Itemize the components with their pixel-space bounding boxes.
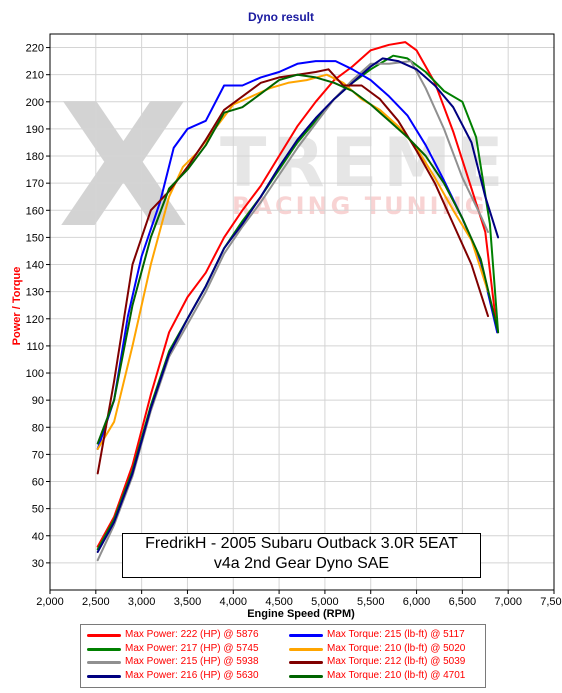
- y-tick-label: 160: [26, 205, 44, 217]
- y-tick-label: 170: [26, 178, 44, 190]
- legend: Max Power: 222 (HP) @ 5876 Max Power: 21…: [80, 624, 486, 688]
- y-axis-ticks: 30 40 50 60 70 80 90 100 110 120 130 140 150 160 170 18…: [26, 43, 50, 570]
- y-tick-label: 90: [32, 395, 44, 407]
- legend-swatch: [87, 661, 121, 665]
- chart-title: Dyno result: [247, 10, 314, 24]
- x-tick-label: 6,000: [403, 596, 431, 608]
- y-tick-label: 140: [26, 260, 44, 272]
- y-axis-label: Power / Torque: [11, 266, 23, 346]
- legend-label: Max Torque: 215 (lb-ft) @ 5117: [327, 629, 465, 640]
- x-tick-label: 4,000: [220, 596, 248, 608]
- x-tick-label: 3,500: [174, 596, 202, 608]
- series-line-4: [96, 57, 500, 553]
- annotation-line-1: FredrikH - 2005 Subaru Outback 3.0R 5EAT: [145, 535, 458, 552]
- legend-label: Max Power: 217 (HP) @ 5745: [125, 642, 259, 654]
- watermark-x-letter: X: [58, 68, 189, 266]
- x-axis-label: Engine Speed (RPM): [247, 608, 355, 620]
- y-tick-label: 80: [32, 422, 44, 434]
- y-tick-label: 50: [32, 504, 44, 516]
- legend-item: Max Torque: 210 (lb-ft) @ 4701: [283, 669, 483, 683]
- legend-label: Max Power: 216 (HP) @ 5630: [125, 669, 259, 681]
- legend-swatch: [289, 674, 323, 678]
- x-tick-label: 7,500: [540, 596, 562, 608]
- legend-label: Max Power: 222 (HP) @ 5876: [125, 629, 259, 640]
- y-tick-label: 210: [26, 70, 44, 82]
- y-tick-label: 220: [26, 43, 44, 55]
- legend-power-column: Max Power: 222 (HP) @ 5876 Max Power: 21…: [81, 628, 281, 682]
- legend-swatch: [87, 647, 121, 651]
- series-line-6: [96, 73, 489, 450]
- xtreme-racing-tuning-watermark: X TREME RACING TUNING: [58, 68, 503, 266]
- legend-label: Max Torque: 210 (lb-ft) @ 5020: [327, 642, 466, 654]
- legend-swatch: [87, 674, 121, 678]
- x-tick-label: 2,000: [36, 596, 64, 608]
- watermark-tagline: RACING TUNING: [232, 192, 487, 220]
- y-tick-label: 100: [26, 368, 44, 380]
- y-tick-label: 190: [26, 124, 44, 136]
- legend-swatch: [289, 661, 323, 665]
- legend-item: Max Torque: 215 (lb-ft) @ 5117: [283, 628, 483, 642]
- series-lines: [96, 41, 500, 562]
- x-tick-label: 3,000: [128, 596, 156, 608]
- legend-item: Max Power: 216 (HP) @ 5630: [81, 669, 281, 683]
- legend-swatch: [87, 634, 121, 637]
- y-tick-label: 30: [32, 558, 44, 570]
- legend-swatch: [289, 647, 323, 651]
- y-tick-label: 60: [32, 477, 44, 489]
- y-tick-label: 40: [32, 531, 44, 543]
- legend-item: Max Power: 217 (HP) @ 5745: [81, 642, 281, 656]
- legend-item: Max Torque: 212 (lb-ft) @ 5039: [283, 655, 483, 669]
- x-tick-label: 5,500: [357, 596, 385, 608]
- x-tick-label: 7,000: [494, 596, 522, 608]
- legend-label: Max Torque: 210 (lb-ft) @ 4701: [327, 669, 466, 681]
- annotation-line-2: v4a 2nd Gear Dyno SAE: [213, 555, 390, 572]
- x-tick-label: 6,500: [449, 596, 477, 608]
- series-line-5: [96, 60, 499, 450]
- x-tick-label: 5,000: [311, 596, 339, 608]
- legend-item: Max Torque: 210 (lb-ft) @ 5020: [283, 642, 483, 656]
- legend-label: Max Power: 215 (HP) @ 5938: [125, 656, 259, 668]
- y-tick-label: 150: [26, 232, 44, 244]
- x-tick-label: 2,500: [82, 596, 110, 608]
- y-tick-label: 110: [26, 341, 44, 353]
- legend-item: Max Power: 222 (HP) @ 5876: [81, 628, 281, 642]
- series-line-8: [96, 73, 500, 445]
- y-tick-label: 180: [26, 151, 44, 163]
- legend-torque-column: Max Torque: 215 (lb-ft) @ 5117 Max Torqu…: [283, 628, 483, 682]
- x-axis-ticks: 2,000 2,500 3,000 3,500 4,000 4,500 5,000 5,500…: [36, 590, 562, 608]
- legend-swatch: [289, 634, 323, 637]
- legend-item: Max Power: 215 (HP) @ 5938: [81, 655, 281, 669]
- y-tick-label: 120: [26, 314, 44, 326]
- series-line-1: [96, 41, 499, 548]
- legend-label: Max Torque: 212 (lb-ft) @ 5039: [327, 656, 466, 668]
- x-tick-label: 4,500: [265, 596, 293, 608]
- run-annotation: FredrikH - 2005 Subaru Outback 3.0R 5EAT…: [122, 533, 481, 578]
- y-tick-label: 130: [26, 287, 44, 299]
- plot-area: [49, 33, 555, 591]
- y-tick-label: 200: [26, 97, 44, 109]
- y-tick-label: 70: [32, 449, 44, 461]
